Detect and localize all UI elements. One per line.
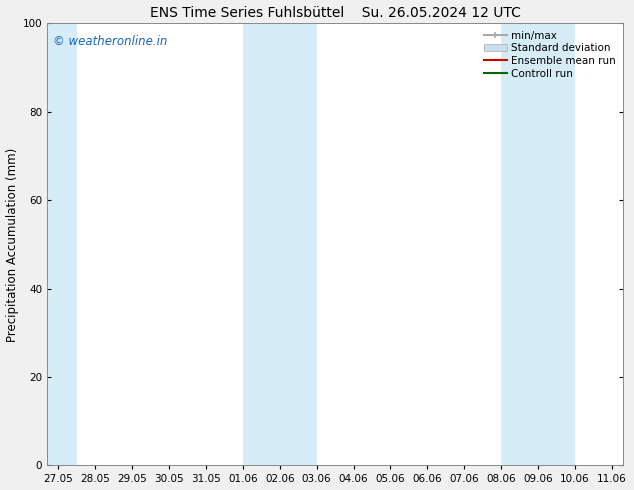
Bar	[501, 24, 538, 465]
Legend: min/max, Standard deviation, Ensemble mean run, Controll run: min/max, Standard deviation, Ensemble me…	[482, 29, 618, 81]
Bar	[243, 24, 280, 465]
Y-axis label: Precipitation Accumulation (mm): Precipitation Accumulation (mm)	[6, 147, 18, 342]
Title: ENS Time Series Fuhlsbüttel    Su. 26.05.2024 12 UTC: ENS Time Series Fuhlsbüttel Su. 26.05.20…	[150, 5, 521, 20]
Bar	[243, 24, 316, 465]
Bar	[58, 24, 77, 465]
Text: © weatheronline.in: © weatheronline.in	[53, 35, 167, 48]
Bar	[47, 24, 74, 465]
Bar	[501, 24, 575, 465]
